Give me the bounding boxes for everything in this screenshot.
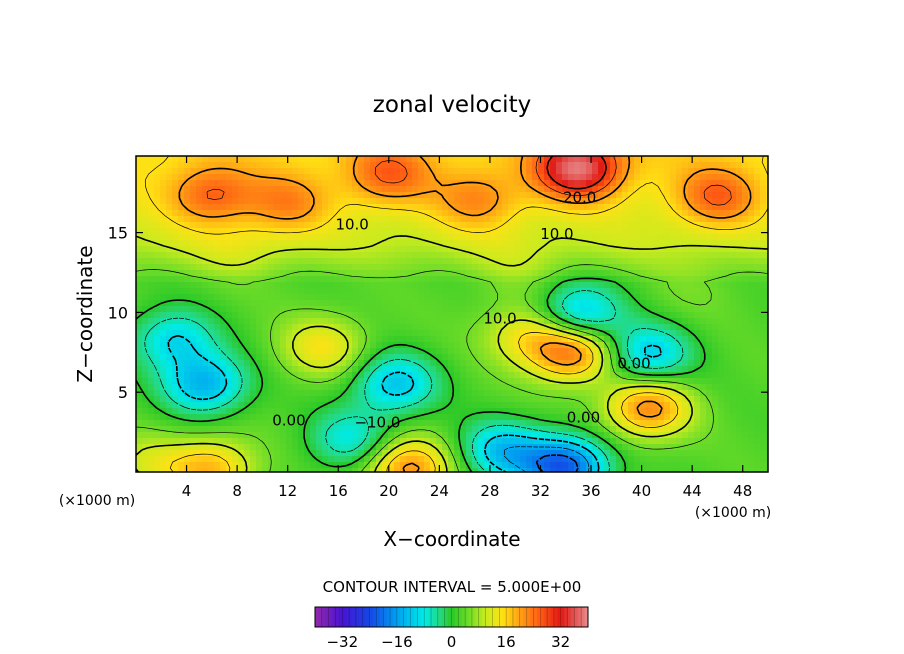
contour-label: −10.0 — [354, 413, 400, 431]
contour-labels: 10.0 20.0 10.0 10.0 0.00 0.00 −10.0 0.00 — [272, 188, 650, 431]
plot-frame — [135, 155, 769, 473]
contour-label: 10.0 — [483, 310, 516, 328]
contour-level — [178, 156, 752, 472]
y-axis-ticks: 5 10 15 — [108, 224, 768, 402]
contour-level — [503, 446, 590, 472]
contour-level — [136, 264, 768, 472]
x-unit-left: (×1000 m) — [59, 493, 135, 509]
x-tick-label: 28 — [480, 482, 499, 500]
x-tick-label: 44 — [683, 482, 702, 500]
x-tick-label: 48 — [733, 482, 752, 500]
colorbar-tick-label: 0 — [447, 633, 457, 651]
x-tick-label: 12 — [278, 482, 297, 500]
contour-label: 0.00 — [617, 354, 650, 372]
contour-level — [136, 277, 706, 472]
contour-level — [535, 454, 579, 472]
colorbar-tick-label: 16 — [497, 633, 516, 651]
contour-level — [136, 235, 768, 472]
y-tick-label: 10 — [108, 303, 128, 322]
contour-level — [144, 290, 684, 472]
x-axis-ticks: 4 8 12 16 20 24 28 32 36 40 44 48 — [182, 156, 752, 500]
x-tick-label: 16 — [329, 482, 348, 500]
contour-label: 10.0 — [540, 225, 573, 243]
velocity-field — [136, 156, 768, 472]
x-tick-label: 36 — [581, 482, 600, 500]
contour-level — [546, 156, 607, 190]
contour-interval-label: CONTOUR INTERVAL = 5.000E+00 — [323, 578, 582, 596]
x-tick-label: 4 — [182, 482, 192, 500]
x-tick-label: 20 — [379, 482, 398, 500]
x-tick-label: 24 — [430, 482, 449, 500]
colorbar-tick-label: −16 — [381, 633, 413, 651]
x-unit-right: (×1000 m) — [695, 505, 771, 521]
colorbar-tick-label: 32 — [551, 633, 570, 651]
contour-label: 10.0 — [335, 215, 368, 233]
x-tick-label: 32 — [531, 482, 550, 500]
contour-level — [167, 335, 662, 472]
colorbar — [314, 606, 589, 628]
y-tick-label: 15 — [108, 224, 128, 243]
contour-level — [144, 156, 768, 472]
contour-label: 0.00 — [567, 409, 600, 427]
x-tick-label: 8 — [232, 482, 242, 500]
y-axis-label: Z−coordinate — [73, 245, 97, 382]
y-tick-label: 5 — [118, 383, 128, 402]
x-tick-label: 40 — [632, 482, 651, 500]
colorbar-ticks: −32 −16 0 16 32 — [326, 633, 570, 651]
contour-label: 0.00 — [272, 412, 305, 430]
colorbar-tick-label: −32 — [326, 633, 358, 651]
contour-level — [206, 156, 732, 206]
chart-title: zonal velocity — [373, 92, 531, 118]
x-axis-label: X−coordinate — [383, 527, 520, 551]
contour-label: 20.0 — [563, 188, 596, 206]
contour-lines — [136, 156, 768, 472]
